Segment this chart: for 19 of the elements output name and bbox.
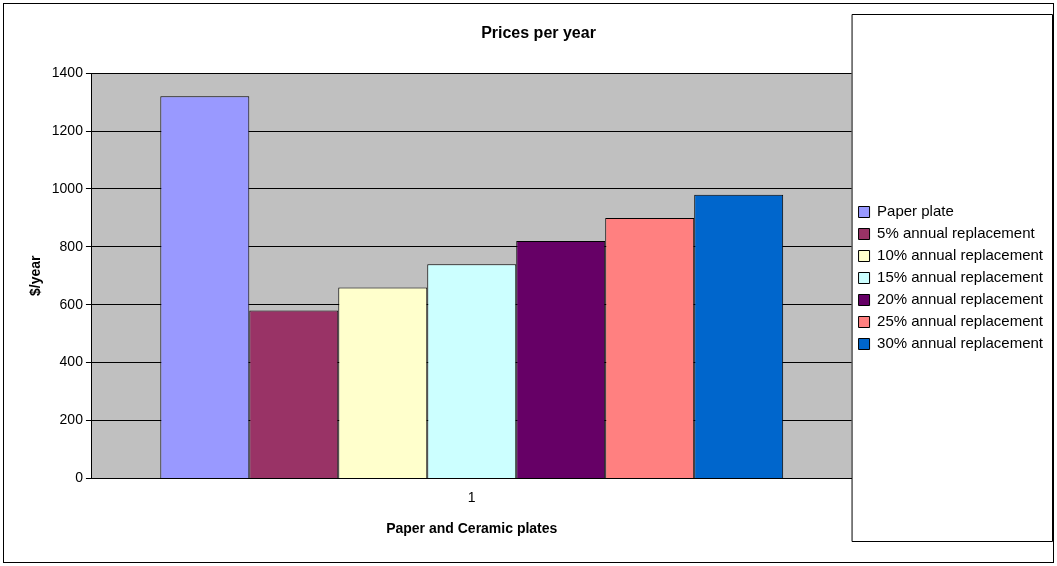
y-axis-title: $/year [27,255,44,297]
y-tick-label: 600 [59,295,84,312]
y-tick-label: 400 [59,353,84,370]
legend-label: 20% annual replacement [877,290,1044,308]
y-tick-label: 200 [59,411,84,428]
y-tick-label: 1400 [51,64,84,81]
legend-label: 15% annual replacement [877,268,1044,286]
x-tick-label: 1 [467,488,476,505]
legend-label: 5% annual replacement [877,224,1036,242]
x-axis-title: Paper and Ceramic plates [386,520,558,537]
legend-label: Paper plate [877,202,954,220]
y-tick-label: 1200 [51,121,84,138]
legend-label: 25% annual replacement [877,312,1044,330]
legend-label: 30% annual replacement [877,334,1044,352]
legend-label: 10% annual replacement [877,246,1044,264]
y-tick-label: 800 [59,237,84,254]
y-tick-label: 1000 [51,179,84,196]
chart-title: Prices per year [481,24,596,42]
y-tick-label: 0 [75,469,84,486]
